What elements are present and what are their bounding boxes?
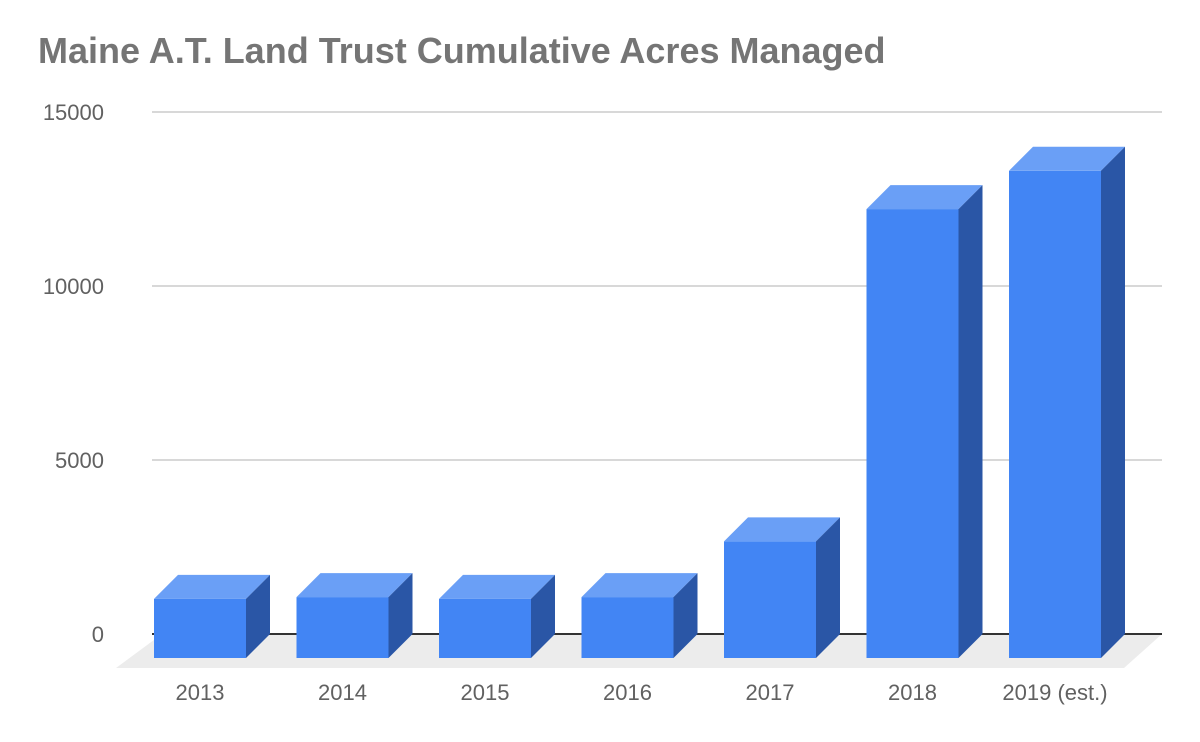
x-tick-label: 2017 (746, 680, 795, 705)
bar-top (154, 574, 270, 599)
bar-side (1101, 146, 1125, 659)
bar-top (1009, 146, 1125, 171)
bar-front (581, 597, 674, 658)
bar-front (296, 597, 389, 658)
x-tick-label: 2016 (603, 680, 652, 705)
bar-front (1009, 170, 1101, 659)
bar-side (958, 185, 983, 658)
bar-front (154, 598, 246, 658)
bar-top (581, 573, 698, 598)
y-tick-label: 5000 (55, 448, 104, 473)
bar-front (724, 541, 816, 658)
x-tick-label: 2018 (888, 680, 937, 705)
x-tick-label: 2014 (318, 680, 367, 705)
chart-title: Maine A.T. Land Trust Cumulative Acres M… (38, 30, 886, 71)
x-tick-label: 2013 (176, 680, 225, 705)
bar-top (296, 573, 413, 598)
bar-side (246, 574, 270, 658)
bar-top (866, 185, 983, 210)
x-tick-label: 2015 (461, 680, 510, 705)
bar-side (816, 517, 840, 658)
y-tick-label: 10000 (43, 274, 104, 299)
bar-side (388, 573, 413, 658)
bar-front (439, 598, 531, 658)
y-tick-label: 0 (92, 622, 104, 647)
y-tick-label: 15000 (43, 100, 104, 125)
bar-side (673, 573, 698, 658)
bar-top (724, 517, 840, 542)
bar-top (439, 574, 555, 599)
bar-side (531, 574, 555, 658)
x-tick-label: 2019 (est.) (1002, 680, 1107, 705)
bar-front (866, 209, 959, 658)
